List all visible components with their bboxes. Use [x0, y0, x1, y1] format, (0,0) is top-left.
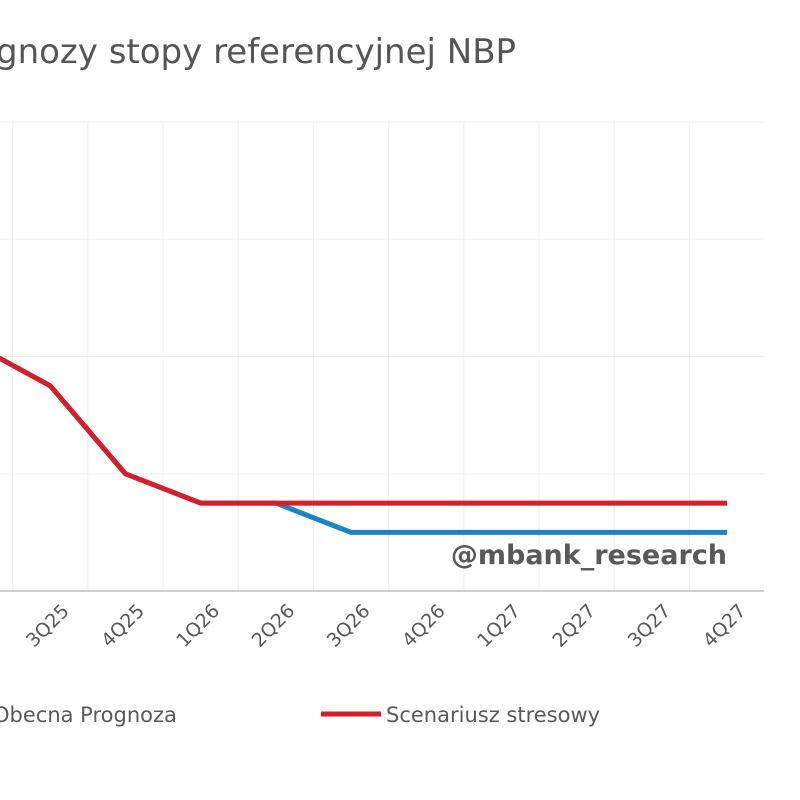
x-tick-label: 3Q26	[323, 600, 375, 652]
x-tick-labels: 2Q253Q254Q251Q262Q263Q264Q261Q272Q273Q27…	[22, 600, 751, 652]
legend: Obecna Prognoza Scenariusz stresowy	[0, 703, 600, 727]
x-tick-label: 1Q26	[172, 600, 224, 652]
x-tick-label: 3Q25	[22, 600, 74, 652]
series-layer	[0, 355, 727, 535]
x-tick-label: 4Q27	[699, 600, 751, 652]
x-tick-label: 4Q26	[398, 600, 450, 652]
x-tick-label: 2Q27	[548, 600, 600, 652]
x-tick-label: 4Q25	[97, 600, 149, 652]
x-tick-label: 3Q27	[624, 600, 676, 652]
grid	[0, 121, 764, 591]
x-tick-label: 1Q27	[473, 600, 525, 652]
series-line-scenariusz-stresowy	[0, 355, 727, 506]
legend-label-scenariusz: Scenariusz stresowy	[386, 703, 600, 727]
chart-title: gnozy stopy referencyjnej NBP	[0, 32, 516, 72]
legend-label-obecna: Obecna Prognoza	[0, 703, 177, 727]
watermark-text: @mbank_research	[451, 540, 727, 571]
x-tick-label: 2Q26	[248, 600, 300, 652]
